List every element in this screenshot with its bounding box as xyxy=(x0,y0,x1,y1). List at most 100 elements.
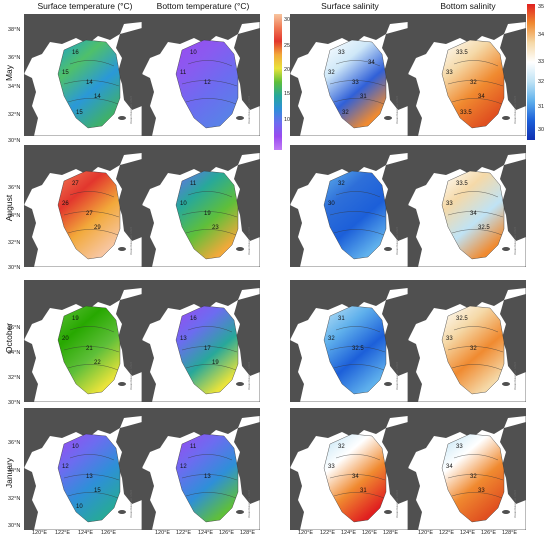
data-field xyxy=(57,39,121,129)
temp-tick-30: 30 xyxy=(284,17,291,23)
land-north xyxy=(290,408,408,468)
contour-label: 34 xyxy=(470,211,477,217)
contour-label: 12 xyxy=(204,80,211,86)
odv-credit: Ocean Data View / 2024 xyxy=(395,95,399,124)
data-field xyxy=(441,170,505,260)
map-svg-aug_bs: 33.5 33 34 32.5 Ocean Data View / 2024 xyxy=(408,145,526,267)
land-korea xyxy=(382,159,408,241)
lon-128e: 128°E xyxy=(383,530,399,536)
contour-line xyxy=(451,98,503,105)
land-west xyxy=(24,468,38,530)
map-panel-may_bs: 33.5 33 32 34 33.5 Ocean Data View / 2024 xyxy=(408,14,526,136)
contour-line xyxy=(63,80,120,87)
land-north xyxy=(408,14,526,74)
lat-32n: 32°N xyxy=(8,112,21,118)
contour-label: 13 xyxy=(204,474,211,480)
contour-label: 10 xyxy=(76,504,83,510)
land-west xyxy=(290,468,304,530)
contour-label: 31 xyxy=(360,488,367,494)
lat-34n: 34°N xyxy=(8,84,21,90)
contour-label: 13 xyxy=(86,474,93,480)
contour-label: 10 xyxy=(180,201,187,207)
contour-label: 33 xyxy=(338,50,345,56)
land-west xyxy=(24,205,38,267)
map-panel-jan_st: 10 12 13 15 10 Ocean Data View / 2024 xyxy=(24,408,142,530)
contour-line xyxy=(187,326,233,333)
land-west xyxy=(142,468,156,530)
map-panel-aug_ss: 32 30 Ocean Data View / 2024 xyxy=(290,145,408,267)
sal-tick-33: 33 xyxy=(538,59,545,65)
contour-line xyxy=(447,346,504,353)
contour-label: 32 xyxy=(328,336,335,342)
land-korea xyxy=(116,28,142,110)
contour-line xyxy=(69,191,115,198)
contour-line xyxy=(185,98,237,105)
contour-label: 32 xyxy=(470,346,477,352)
contour-label: 33 xyxy=(446,336,453,342)
sal-tick-31: 31 xyxy=(538,104,545,110)
contour-label: 15 xyxy=(76,110,83,116)
map-svg-oct_bs: 32.5 33 32 Ocean Data View / 2024 xyxy=(408,280,526,402)
lon-126e: 126°E xyxy=(219,530,235,536)
contour-label: 33 xyxy=(446,201,453,207)
land-jeju xyxy=(384,116,392,120)
lat-30n: 30°N xyxy=(8,265,21,271)
contour-label: 33 xyxy=(328,464,335,470)
land-west xyxy=(290,74,304,136)
lon-124e: 124°E xyxy=(460,530,476,536)
contour-line xyxy=(63,346,120,353)
map-panel-jan_bs: 33 34 32 33 Ocean Data View / 2024 xyxy=(408,408,526,530)
land-west xyxy=(408,205,422,267)
data-field xyxy=(57,433,121,523)
lon-124e: 124°E xyxy=(78,530,94,536)
odv-credit: Ocean Data View / 2024 xyxy=(247,226,251,255)
land-korea xyxy=(382,28,408,110)
odv-credit: Ocean Data View / 2024 xyxy=(513,489,517,518)
map-svg-aug_ss: 32 30 Ocean Data View / 2024 xyxy=(290,145,408,267)
data-field xyxy=(175,433,239,523)
lon-122e: 122°E xyxy=(55,530,71,536)
contour-line xyxy=(335,191,381,198)
contour-label: 32.5 xyxy=(352,346,364,352)
map-svg-jan_bs: 33 34 32 33 Ocean Data View / 2024 xyxy=(408,408,526,530)
data-field xyxy=(57,170,121,260)
lat-36n: 36°N xyxy=(8,325,21,331)
odv-credit: Ocean Data View / 2024 xyxy=(129,489,133,518)
contour-line xyxy=(185,364,237,371)
contour-label: 32 xyxy=(342,110,349,116)
land-west xyxy=(24,74,38,136)
land-korea xyxy=(116,159,142,241)
land-jeju xyxy=(118,510,126,514)
contour-label: 12 xyxy=(62,464,69,470)
lon-126e: 126°E xyxy=(362,530,378,536)
temp-tick-10: 10 xyxy=(284,117,291,123)
data-field xyxy=(57,305,121,395)
odv-credit: Ocean Data View / 2024 xyxy=(513,226,517,255)
lon-120e: 120°E xyxy=(155,530,171,536)
contour-line xyxy=(453,454,499,461)
contour-label: 33 xyxy=(478,488,485,494)
contour-label: 23 xyxy=(212,225,219,231)
contour-line xyxy=(187,191,233,198)
contour-line xyxy=(187,60,233,67)
sal-tick-35: 35 xyxy=(538,4,545,10)
contour-label: 27 xyxy=(72,181,79,187)
land-north xyxy=(24,14,142,74)
land-korea xyxy=(500,159,526,241)
land-jeju xyxy=(118,116,126,120)
lon-120e: 120°E xyxy=(32,530,48,536)
contour-line xyxy=(69,60,115,67)
data-field xyxy=(441,305,505,395)
contour-label: 10 xyxy=(72,444,79,450)
contour-label: 17 xyxy=(204,346,211,352)
lon-128e: 128°E xyxy=(502,530,518,536)
contour-label: 33 xyxy=(456,444,463,450)
contour-line xyxy=(447,80,504,87)
contour-label: 26 xyxy=(62,201,69,207)
land-north xyxy=(408,408,526,468)
land-west xyxy=(142,74,156,136)
map-svg-may_bt: 10 11 12 Ocean Data View / 2024 xyxy=(142,14,260,136)
land-north xyxy=(142,145,260,205)
map-panel-oct_ss: 31 32 32.5 Ocean Data View / 2024 xyxy=(290,280,408,402)
contour-label: 31 xyxy=(338,316,345,322)
